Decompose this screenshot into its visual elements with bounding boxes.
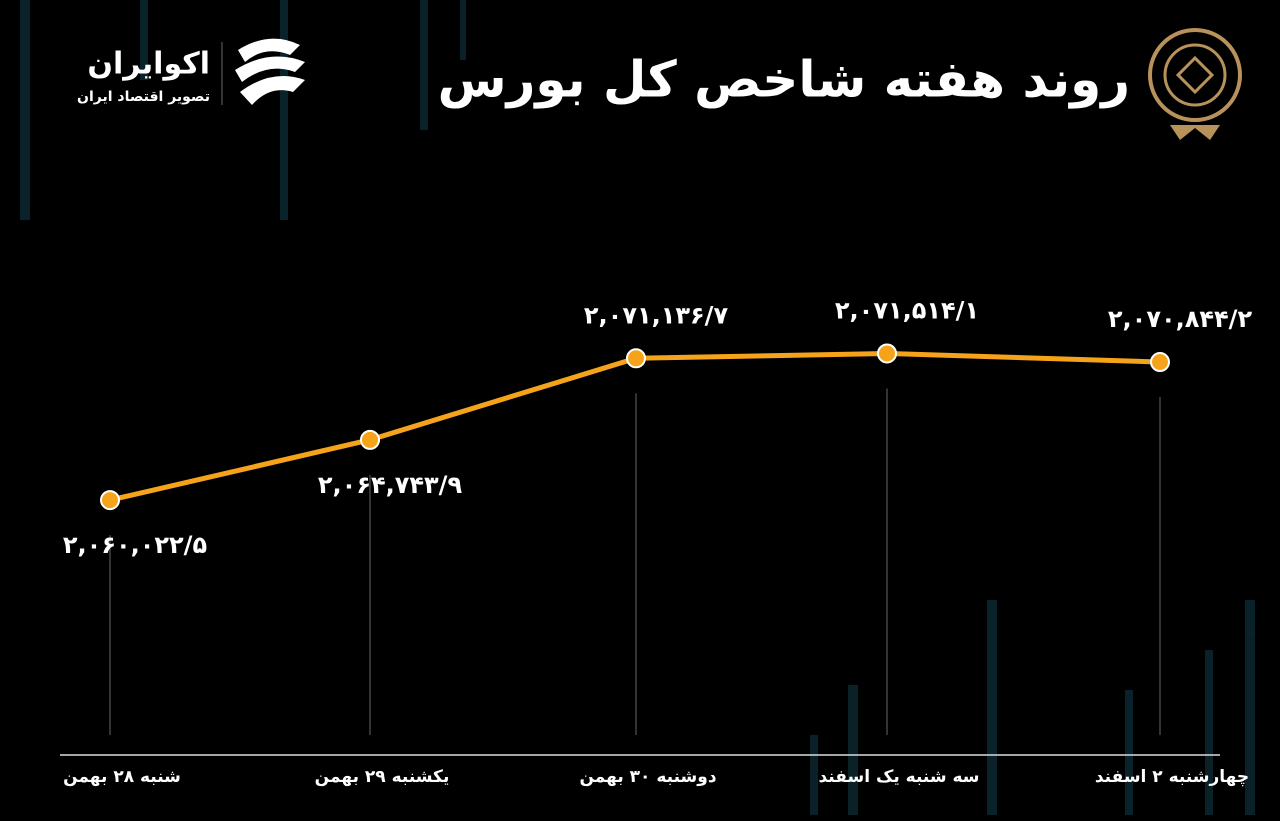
point <box>1150 352 1170 373</box>
x-tick-label: شنبه ۲۸ بهمن <box>63 767 181 787</box>
value-label: ۲,۰۶۰,۰۲۲/۵ <box>63 531 207 559</box>
chart-title: روند هفته شاخص کل بورس <box>438 51 1130 110</box>
x-tick-label: سه شنبه یک اسفند <box>818 767 979 787</box>
value-label: ۲,۰۷۱,۱۳۶/۷ <box>584 301 729 329</box>
x-tick-label: یکشنبه ۲۹ بهمن <box>315 767 450 787</box>
brand-name: اکوایران <box>87 47 210 82</box>
point <box>100 490 120 511</box>
point <box>626 348 646 369</box>
exchange-logo <box>1148 28 1242 140</box>
point <box>360 429 380 450</box>
x-tick-label: دوشنبه ۳۰ بهمن <box>579 767 716 787</box>
value-label: ۲,۰۷۰,۸۴۴/۲ <box>1108 305 1253 333</box>
background-decoration <box>20 0 1255 815</box>
brand-tagline: تصویر اقتصاد ایران <box>77 89 210 105</box>
brand-logo <box>221 38 305 105</box>
point <box>877 343 897 364</box>
value-label: ۲,۰۷۱,۵۱۴/۱ <box>835 296 979 324</box>
value-label: ۲,۰۶۴,۷۴۳/۹ <box>318 471 463 499</box>
x-tick-label: چهارشنبه ۲ اسفند <box>1095 767 1249 787</box>
